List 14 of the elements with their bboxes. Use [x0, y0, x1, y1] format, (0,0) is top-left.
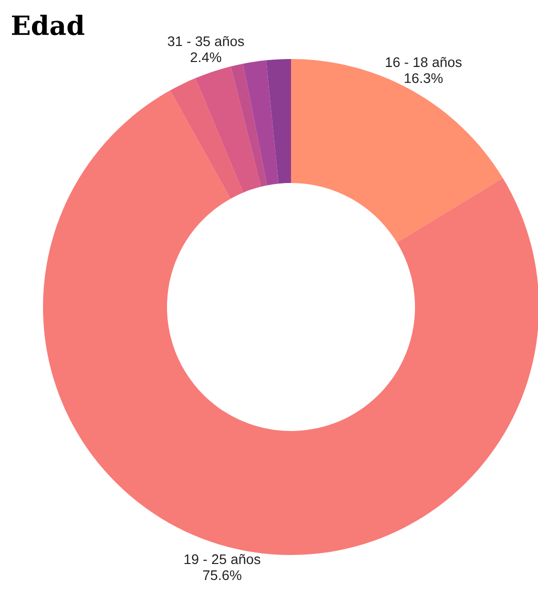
donut-slice — [170, 78, 244, 199]
donut-slice — [230, 64, 267, 187]
data-label: 75.6% — [203, 570, 242, 580]
data-label: 16.3% — [404, 73, 443, 84]
donut-slice — [195, 66, 261, 193]
chart-title: Edad — [12, 14, 84, 36]
slice-label: 16 - 18 años — [386, 57, 462, 68]
slice-label: 31 - 35 años — [168, 36, 244, 46]
donut-slice — [243, 60, 279, 186]
donut-slice — [291, 59, 503, 243]
donut-slice — [266, 59, 291, 184]
data-label: 2.4% — [190, 52, 222, 62]
slice-label: 19 - 25 años — [184, 554, 260, 564]
donut-slice — [43, 90, 538, 555]
